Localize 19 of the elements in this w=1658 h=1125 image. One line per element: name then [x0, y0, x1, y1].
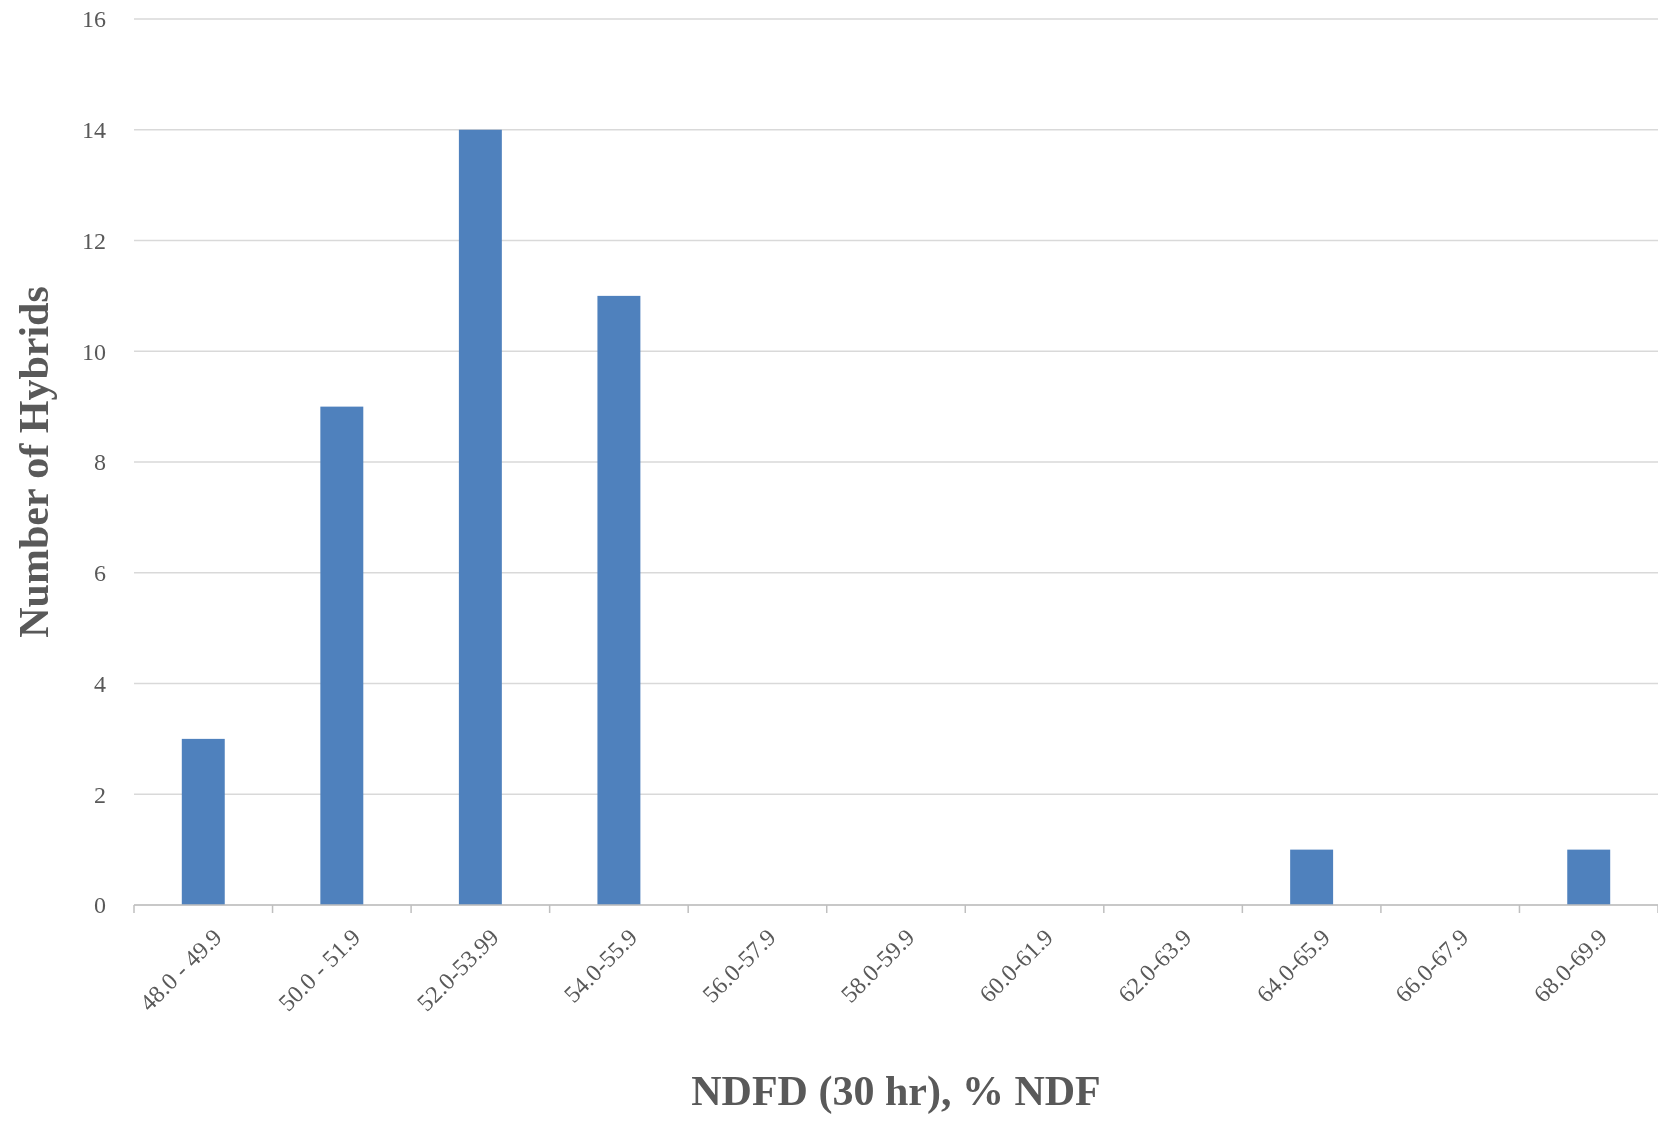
y-tick-label: 16: [82, 6, 106, 33]
bar: [597, 295, 641, 905]
y-tick-label: 4: [94, 670, 106, 697]
x-tick-label: 48.0 - 49.9: [134, 924, 227, 1016]
bar: [181, 738, 225, 905]
y-tick-label: 10: [82, 338, 106, 365]
x-axis-title: NDFD (30 hr), % NDF: [691, 1068, 1101, 1115]
bar: [1290, 849, 1334, 905]
bar: [458, 129, 502, 905]
bar: [320, 406, 364, 905]
y-tick-label: 2: [94, 781, 106, 808]
x-tick-label: 50.0 - 51.9: [273, 924, 366, 1016]
y-tick-label: 0: [94, 892, 106, 919]
bar: [1567, 849, 1611, 905]
y-tick-label: 12: [82, 227, 106, 254]
y-tick-label: 8: [94, 449, 106, 476]
y-tick-label: 14: [82, 117, 106, 144]
y-axis-title: Number of Hybrids: [11, 286, 57, 638]
y-tick-label: 6: [94, 560, 106, 587]
